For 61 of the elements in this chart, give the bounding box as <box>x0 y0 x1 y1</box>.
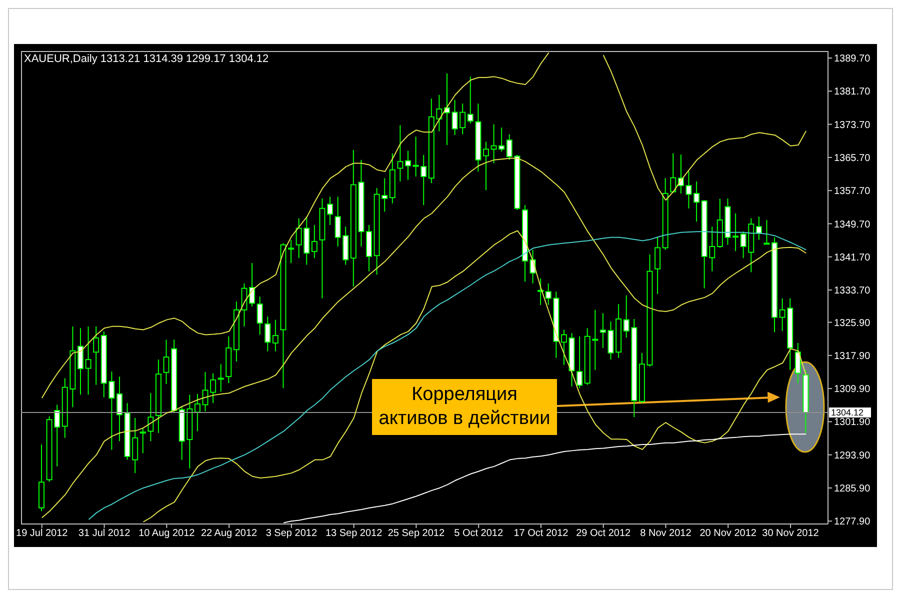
x-tick-label: 5 Oct 2012 <box>454 528 504 540</box>
candlestick <box>756 216 762 240</box>
candlestick <box>93 326 100 386</box>
y-tick-label: 1389.70 <box>834 54 871 65</box>
x-tick-label: 17 Oct 2012 <box>514 528 569 540</box>
ref-line-label: 1304.12 <box>831 408 864 418</box>
y-tick-label: 1325.90 <box>834 318 871 329</box>
candlestick <box>794 342 801 384</box>
candlestick <box>694 180 700 222</box>
callout-box: Корреляция активов в действии <box>372 379 557 435</box>
candlestick <box>732 212 739 252</box>
candlestick <box>264 316 271 352</box>
candlestick <box>538 278 544 306</box>
candlestick <box>467 76 474 124</box>
candlestick <box>256 296 263 336</box>
y-tick-label: 1357.70 <box>834 186 871 198</box>
candlestick <box>140 427 146 454</box>
y-tick-label: 1293.90 <box>834 450 871 462</box>
x-tick-label: 30 Nov 2012 <box>762 528 820 540</box>
candlestick <box>116 376 122 442</box>
candlestick <box>288 239 294 264</box>
x-tick-label: 3 Sep 2012 <box>266 528 318 540</box>
x-tick-label: 31 Jul 2012 <box>78 528 131 540</box>
x-tick-label: 29 Oct 2012 <box>576 528 632 540</box>
candlestick <box>311 224 318 259</box>
candlestick <box>600 312 606 348</box>
x-tick-label: 10 Aug 2012 <box>138 528 196 540</box>
candlestick <box>482 141 489 191</box>
chart-title: XAUEUR,Daily 1313.21 1314.39 1299.17 1304.12 <box>24 53 269 65</box>
candlestick <box>249 262 256 308</box>
y-tick-label: 1341.70 <box>834 252 871 264</box>
candlestick <box>327 196 334 226</box>
x-tick-label: 22 Aug 2012 <box>200 528 258 540</box>
y-tick-label: 1373.70 <box>834 120 871 131</box>
y-tick-label: 1277.90 <box>834 516 871 528</box>
y-tick-label: 1309.90 <box>834 384 871 396</box>
y-tick-label: 1333.70 <box>834 286 871 297</box>
y-tick-label: 1285.90 <box>834 484 871 495</box>
candlestick <box>397 124 404 182</box>
candlestick <box>405 150 412 180</box>
y-tick-label: 1349.70 <box>834 219 871 230</box>
y-tick-label: 1381.70 <box>834 86 871 98</box>
candlestick <box>77 328 84 396</box>
candlestick <box>764 219 770 245</box>
candlestick <box>194 393 200 432</box>
candlestick <box>148 392 154 442</box>
x-tick-label: 25 Sep 2012 <box>388 528 445 540</box>
x-tick-label: 13 Sep 2012 <box>325 528 383 540</box>
y-tick-label: 1301.90 <box>834 417 871 428</box>
candlestick <box>654 236 661 295</box>
candlestick <box>670 152 676 193</box>
x-tick-label: 19 Jul 2012 <box>16 528 68 540</box>
x-tick-label: 8 Nov 2012 <box>640 528 692 540</box>
candlestick <box>85 326 92 396</box>
line-series <box>283 434 807 524</box>
candlestick <box>272 319 278 352</box>
x-tick-label: 20 Nov 2012 <box>700 528 757 540</box>
y-tick-label: 1365.70 <box>834 152 871 164</box>
candlestick <box>218 364 224 392</box>
candlestick <box>560 329 567 366</box>
y-tick-label: 1317.90 <box>834 350 871 362</box>
